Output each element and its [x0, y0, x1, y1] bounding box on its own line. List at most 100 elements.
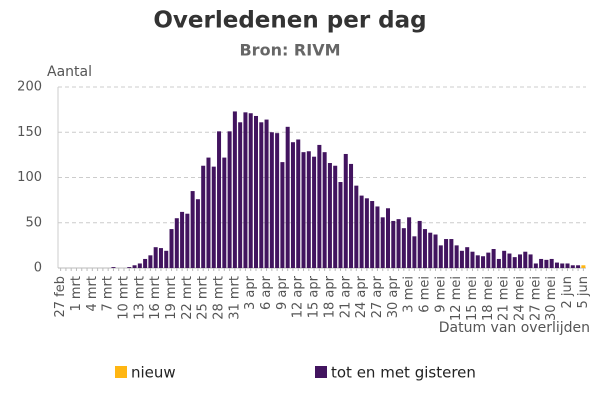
bar [349, 163, 354, 268]
bar [201, 165, 206, 268]
bar [343, 153, 348, 268]
bar [517, 254, 523, 268]
x-tick-label: 6 apr [259, 275, 274, 310]
bar [232, 111, 237, 268]
bar [576, 265, 581, 268]
bar [428, 232, 433, 268]
bar [169, 229, 174, 268]
bar [164, 250, 169, 268]
y-tick-label: 0 [34, 261, 42, 276]
x-tick-label: 7 mrt [101, 276, 116, 312]
bar [285, 126, 290, 268]
bar [549, 258, 554, 268]
bar [570, 265, 575, 268]
bar [227, 131, 232, 268]
bar [412, 236, 417, 268]
bar [222, 157, 227, 268]
bar [290, 142, 295, 268]
bar [312, 156, 317, 268]
bar [338, 182, 343, 268]
bar [322, 152, 327, 268]
bar [359, 195, 364, 268]
bar [528, 254, 533, 268]
bar [269, 132, 274, 268]
x-tick-label: 21 mei [497, 276, 512, 321]
bar [481, 256, 486, 268]
bar [407, 217, 412, 268]
x-axis-label: Datum van overlijden [439, 320, 590, 336]
x-tick-label: 15 apr [307, 275, 322, 318]
bar [539, 258, 544, 268]
bar [217, 131, 222, 268]
x-tick-label: 18 mei [481, 276, 496, 321]
y-tick-label: 200 [17, 80, 42, 95]
bar [211, 166, 216, 268]
x-tick-label: 3 apr [243, 275, 258, 310]
legend-label: tot en met gisteren [331, 364, 476, 382]
bar [174, 218, 179, 268]
bar [391, 220, 396, 268]
bar [143, 258, 148, 268]
bar [248, 113, 253, 269]
y-tick-label: 100 [17, 170, 42, 185]
x-tick-label: 5 jun [576, 276, 591, 309]
bar [275, 133, 280, 268]
bar [380, 217, 385, 268]
x-tick-label: 24 apr [354, 275, 369, 318]
x-tick-label: 28 mrt [212, 276, 227, 320]
legend-swatch [115, 366, 127, 378]
bar [438, 245, 443, 268]
bar [465, 247, 470, 268]
bar [364, 198, 369, 268]
bar [533, 263, 538, 268]
legend-swatch [315, 366, 327, 378]
x-tick-label: 15 mei [465, 276, 480, 321]
bar [296, 139, 301, 268]
bar [317, 144, 322, 268]
bar [137, 263, 142, 268]
x-tick-label: 9 apr [275, 275, 290, 310]
bar [153, 247, 158, 268]
bar [417, 220, 422, 268]
y-tick-label: 150 [17, 125, 42, 140]
bar [475, 255, 480, 268]
x-tick-label: 4 mrt [85, 276, 100, 312]
bar [132, 265, 137, 268]
bar [565, 263, 570, 268]
bar [449, 239, 454, 268]
bar [206, 157, 211, 268]
x-tick-label: 12 apr [291, 275, 306, 318]
bar [306, 151, 311, 268]
bar [396, 219, 401, 268]
bar [422, 229, 427, 268]
bar [444, 239, 449, 268]
bar [454, 245, 459, 268]
bar [327, 163, 332, 268]
bar [491, 248, 496, 268]
bar [264, 119, 269, 268]
x-tick-label: 30 apr [386, 275, 401, 318]
bar [111, 267, 116, 268]
bar [502, 250, 507, 268]
x-tick-label: 18 apr [322, 275, 337, 318]
bar [301, 152, 306, 268]
x-tick-label: 13 mrt [132, 276, 147, 320]
legend-label: nieuw [131, 364, 176, 382]
bar [253, 115, 259, 269]
bar [370, 201, 375, 268]
bar [238, 122, 243, 268]
bar [433, 234, 438, 268]
chart-title: Overledenen per dag [153, 8, 426, 34]
x-tick-label: 25 mrt [196, 276, 211, 320]
x-tick-label: 24 mei [513, 276, 528, 321]
x-tick-label: 22 mrt [180, 276, 195, 320]
bar [544, 259, 549, 268]
bar [496, 258, 501, 268]
bar [385, 208, 391, 268]
y-tick-label: 50 [25, 215, 42, 230]
bar [190, 191, 195, 268]
bar [470, 251, 475, 268]
bar [507, 253, 512, 268]
bar [375, 206, 380, 268]
bar [401, 228, 406, 268]
